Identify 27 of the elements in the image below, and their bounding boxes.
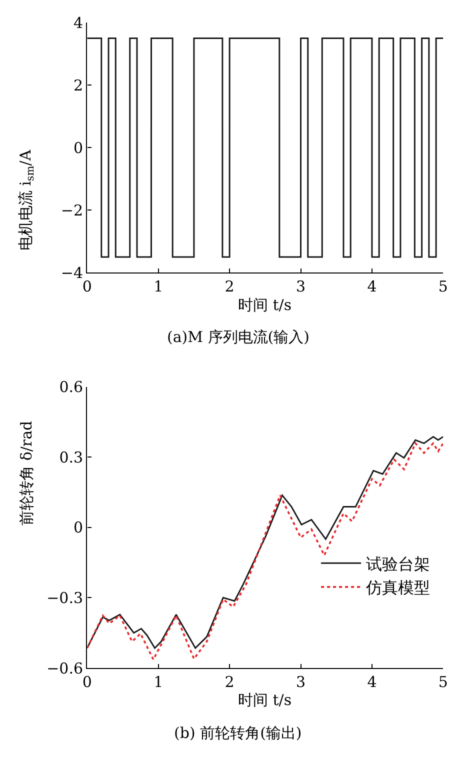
x-tick-label: 4 bbox=[367, 278, 377, 296]
y-tick-label: −2 bbox=[60, 201, 84, 220]
x-axis-title: 时间 t/s bbox=[238, 691, 292, 709]
y-tick-label: 4 bbox=[74, 14, 84, 32]
y-tick-label: 0 bbox=[74, 518, 84, 537]
x-axis-title: 时间 t/s bbox=[238, 296, 292, 314]
y-tick-label: 0 bbox=[74, 138, 84, 157]
x-tick-label: 3 bbox=[296, 673, 306, 692]
y-tick-label: −0.6 bbox=[46, 659, 84, 678]
x-tick-label: 2 bbox=[224, 278, 234, 296]
x-tick-label: 3 bbox=[296, 278, 306, 296]
x-tick-label: 2 bbox=[224, 673, 234, 692]
y-tick-label: 0.3 bbox=[59, 448, 84, 466]
y-axis-title: 前轮转角 δ/rad bbox=[18, 420, 36, 526]
x-tick-label: 1 bbox=[154, 278, 164, 296]
x-tick-label: 1 bbox=[154, 673, 164, 692]
x-tick-label: 4 bbox=[367, 673, 377, 692]
text: (a)M 序列电流(输入) bbox=[167, 328, 310, 346]
y-tick-label: −4 bbox=[60, 264, 84, 282]
x-tick-label: 5 bbox=[438, 278, 448, 296]
y-tick-label: 2 bbox=[74, 76, 84, 94]
legend-label: 仿真模型 bbox=[365, 578, 430, 598]
y-tick-label: −0.3 bbox=[46, 588, 84, 607]
y-tick-label: 0.6 bbox=[59, 378, 84, 396]
text: (b) 前轮转角(输出) bbox=[174, 724, 302, 742]
legend-label: 试验台架 bbox=[366, 554, 430, 574]
x-tick-label: 5 bbox=[438, 673, 448, 692]
